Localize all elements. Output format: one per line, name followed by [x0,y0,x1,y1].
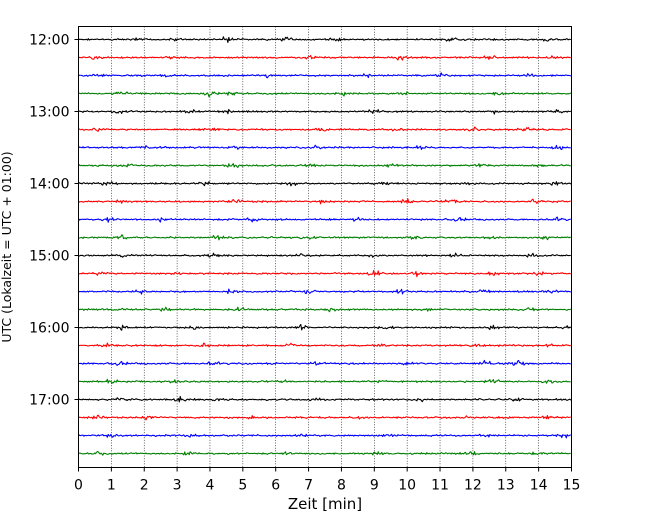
x-tick-label-14: 14 [530,478,548,494]
y-tick-label-17:00: 17:00 [29,393,69,409]
y-axis-ticks: 12:00 13:00 14:00 15:00 16:00 17:00 [29,33,79,409]
y-tick-label-13:00: 13:00 [29,105,69,121]
trace-13:00 [78,108,572,115]
trace-16:15 [78,342,572,348]
trace-17:45 [78,450,571,456]
trace-12:00 [78,36,571,43]
x-tick-label-9: 9 [370,478,379,494]
trace-12:15 [78,55,572,61]
x-tick-label-7: 7 [304,478,313,494]
x-tick-label-12: 12 [464,478,482,494]
trace-15:00 [78,252,571,258]
y-axis-label: UTC (Lokalzeit = UTC + 01:00) [0,151,14,342]
trace-13:45 [78,163,571,169]
trace-17:00 [78,395,572,403]
trace-14:15 [78,198,571,205]
trace-16:45 [78,378,571,385]
x-tick-label-10: 10 [398,478,416,494]
y-tick-label-15:00: 15:00 [29,249,69,265]
y-tick-label-14:00: 14:00 [29,177,69,193]
trace-14:30 [78,216,571,223]
x-tick-label-1: 1 [107,478,116,494]
x-axis-label: Zeit [min] [288,495,362,513]
trace-16:30 [78,359,571,366]
trace-13:30 [78,144,571,151]
trace-16:00 [78,323,572,331]
trace-15:45 [78,306,572,313]
x-tick-label-2: 2 [140,478,149,494]
trace-15:30 [78,288,572,295]
x-tick-label-15: 15 [563,478,581,494]
grid-lines [111,26,539,468]
trace-12:45 [78,91,572,98]
x-tick-label-3: 3 [173,478,182,494]
trace-14:45 [78,234,571,241]
x-tick-label-4: 4 [206,478,215,494]
trace-17:30 [78,433,572,439]
trace-12:30 [78,72,572,79]
x-tick-label-11: 11 [431,478,449,494]
y-tick-label-12:00: 12:00 [29,33,69,49]
trace-group [78,36,572,456]
plot-frame [78,26,572,468]
y-tick-label-16:00: 16:00 [29,321,69,337]
x-tick-label-8: 8 [337,478,346,494]
x-tick-label-5: 5 [238,478,247,494]
x-tick-label-0: 0 [74,478,83,494]
x-tick-label-6: 6 [271,478,280,494]
trace-14:00 [78,181,572,187]
x-axis-ticks: 0 1 2 3 4 5 6 7 8 9 10 11 12 13 14 15 [74,467,581,494]
trace-15:15 [78,269,572,278]
trace-13:15 [78,126,571,132]
x-tick-label-13: 13 [497,478,515,494]
trace-17:15 [78,414,572,421]
